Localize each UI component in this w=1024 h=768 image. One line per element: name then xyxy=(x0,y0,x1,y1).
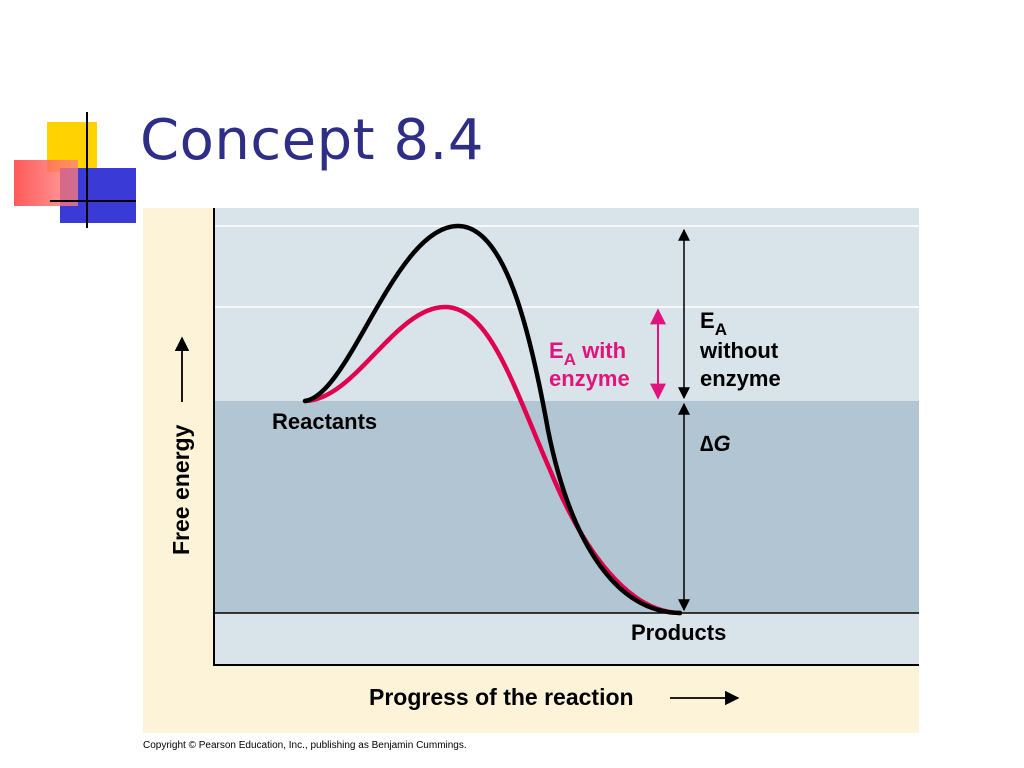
copyright-notice: Copyright © Pearson Education, Inc., pub… xyxy=(143,740,467,751)
upper-energy-band xyxy=(214,208,919,401)
delta-g-var: G xyxy=(713,431,730,456)
ea-without-label-line1: EA xyxy=(700,308,727,339)
title-decoration xyxy=(14,112,136,228)
slide-title: Concept 8.4 xyxy=(140,108,484,173)
ea-without-label-line3: enzyme xyxy=(700,366,781,391)
ea-without-label-line2: without xyxy=(699,338,779,363)
ea-without-main: E xyxy=(700,308,715,333)
delta-g-label: ∆G xyxy=(700,431,731,456)
ea-with-enzyme-label-line2: enzyme xyxy=(549,366,630,391)
deco-red-square xyxy=(14,160,78,206)
reactants-label: Reactants xyxy=(272,409,377,434)
products-label: Products xyxy=(631,620,726,645)
ea-with-rest: with xyxy=(576,338,626,363)
y-axis-label: Free energy xyxy=(168,424,194,555)
curve-without-enzyme xyxy=(302,223,683,616)
ea-with-sub: A xyxy=(564,350,576,369)
x-axis-label: Progress of the reaction xyxy=(369,684,634,710)
lower-energy-band xyxy=(214,613,919,665)
curve-with-enzyme xyxy=(302,304,683,616)
delta-symbol: ∆ xyxy=(700,431,713,456)
ea-without-sub: A xyxy=(715,320,727,339)
ea-with-main: E xyxy=(549,338,564,363)
ea-with-enzyme-label-line1: EA with xyxy=(549,338,626,369)
